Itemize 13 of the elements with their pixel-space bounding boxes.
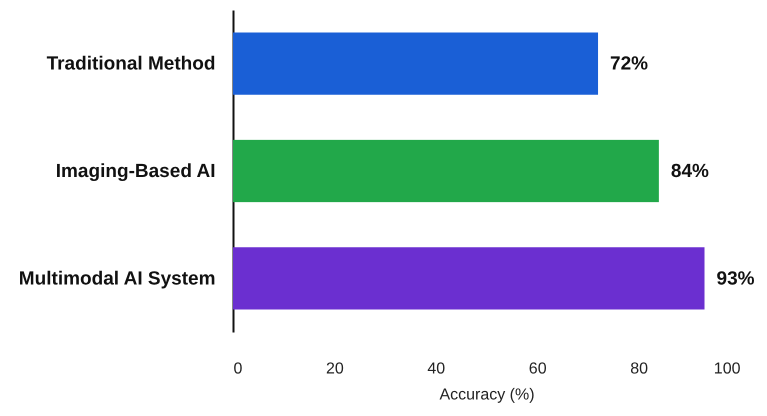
x-tick-label: 40 (427, 360, 446, 378)
x-tick-label: 100 (714, 360, 741, 378)
y-tick-label: Traditional Method (46, 54, 216, 75)
data-label: 84% (670, 161, 710, 182)
data-label: 93% (716, 268, 755, 290)
x-tick-label: 80 (630, 360, 648, 378)
x-tick-label: 20 (326, 360, 344, 378)
x-axis-title: Accuracy (%) (439, 386, 535, 404)
x-tick-label: 60 (528, 360, 547, 378)
y-tick-label: Imaging-Based AI (56, 161, 216, 182)
data-label: 72% (610, 54, 648, 75)
y-tick-label: Multimodal AI System (18, 268, 216, 290)
x-tick-label: 0 (234, 360, 242, 378)
